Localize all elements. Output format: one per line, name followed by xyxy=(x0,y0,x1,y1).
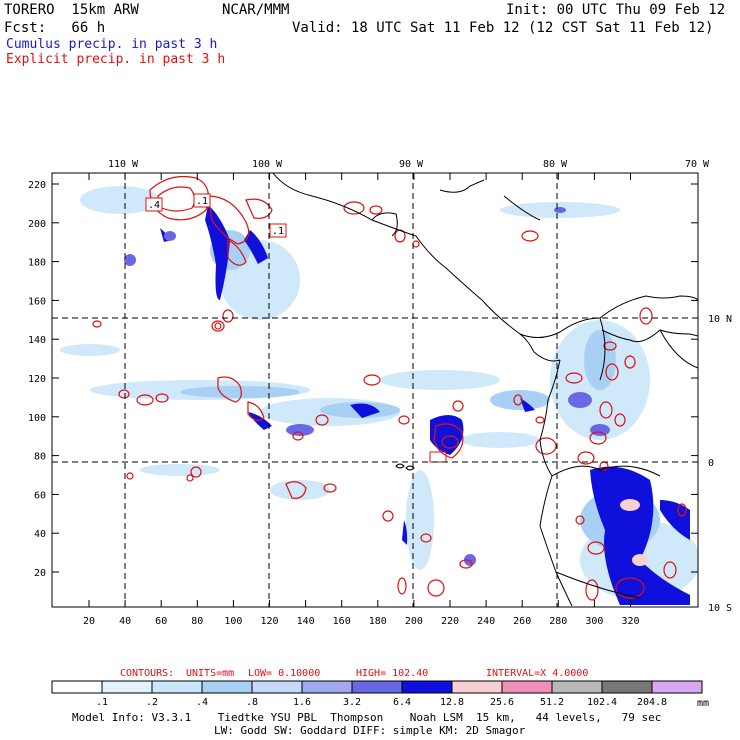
colorbar-label: .1 xyxy=(96,697,108,708)
colorbar-swatch xyxy=(551,680,603,694)
contours-interval: INTERVAL=X 4.0000 xyxy=(486,668,588,679)
coastlines xyxy=(272,173,698,607)
contour-label-3: .1 xyxy=(272,226,284,237)
x-tick-label: 280 xyxy=(549,616,567,627)
contours-units: UNITS=mm xyxy=(186,668,234,679)
precip-field: .4 .1 .1 xyxy=(60,173,698,607)
colorbar-swatch xyxy=(251,680,303,694)
map-frame xyxy=(51,172,699,608)
y-tick-label: 180 xyxy=(28,258,46,269)
x-tick-label: 20 xyxy=(83,616,95,627)
x-tick-label: 60 xyxy=(155,616,167,627)
colorbar-swatch xyxy=(51,680,103,694)
x-tick-label: 200 xyxy=(405,616,423,627)
forecast-hour: Fcst: 66 h xyxy=(4,20,106,36)
y-tick-label: 200 xyxy=(28,219,46,230)
x-tick-label: 120 xyxy=(260,616,278,627)
valid-time: Valid: 18 UTC Sat 11 Feb 12 (12 CST Sat … xyxy=(292,20,714,36)
y-tick-label: 60 xyxy=(34,490,46,501)
y-axis-ticks: 20 40 60 80 100 120 140 160 180 200 220 xyxy=(28,180,698,579)
colorbar-label: .4 xyxy=(196,697,208,708)
contour-label-2: .1 xyxy=(196,196,208,207)
y-tick-label: 100 xyxy=(28,413,46,424)
colorbar-label: 12.8 xyxy=(440,697,464,708)
pink-precip-areas xyxy=(620,499,648,566)
colorbar-label: 51.2 xyxy=(540,697,564,708)
colorbar-swatch xyxy=(651,680,703,694)
x-tick-label: 140 xyxy=(297,616,315,627)
y-tick-label: 160 xyxy=(28,296,46,307)
colorbar-label: 6.4 xyxy=(393,697,411,708)
x-tick-label: 100 xyxy=(224,616,242,627)
model-info: Model Info: V3.3.1 Tiedtke YSU PBL Thomp… xyxy=(72,711,662,724)
y-tick-label: 80 xyxy=(34,452,46,463)
organization-label: NCAR/MMM xyxy=(222,2,290,18)
contours-info: CONTOURS: UNITS=mm LOW= 0.10000 HIGH= 10… xyxy=(120,668,588,679)
longitude-labels: 110 W 100 W 90 W 80 W 70 W xyxy=(108,159,710,170)
colorbar-swatch xyxy=(201,680,253,694)
colorbar-swatch xyxy=(301,680,353,694)
x-tick-label: 220 xyxy=(441,616,459,627)
physics-info: LW: Godd SW: Goddard DIFF: simple KM: 2D… xyxy=(214,724,526,737)
colorbar-swatch xyxy=(151,680,203,694)
colorbar-label: 1.6 xyxy=(293,697,311,708)
lat-label-0: 0 xyxy=(708,458,714,469)
y-tick-label: 140 xyxy=(28,335,46,346)
model-title: TORERO 15km ARW xyxy=(4,2,139,18)
lon-label-110w: 110 W xyxy=(108,159,139,170)
contour-labels: .4 .1 .1 xyxy=(145,193,287,238)
colorbar-swatch xyxy=(601,680,653,694)
colorbar-swatch xyxy=(451,680,503,694)
x-tick-label: 260 xyxy=(513,616,531,627)
colorbar-label: 102.4 xyxy=(587,697,617,708)
colorbar-label: 25.6 xyxy=(490,697,514,708)
latitude-labels: 10 N 0 10 S xyxy=(708,314,732,614)
colorbar-swatch xyxy=(351,680,403,694)
lon-label-80w: 80 W xyxy=(543,159,568,170)
x-tick-label: 180 xyxy=(369,616,387,627)
colorbar-label: 204.8 xyxy=(637,697,667,708)
init-time: Init: 00 UTC Thu 09 Feb 12 xyxy=(506,2,726,18)
colorbar-swatch xyxy=(501,680,553,694)
colorbar-swatch xyxy=(401,680,453,694)
contours-high: HIGH= 102.40 xyxy=(356,668,428,679)
lat-label-10s: 10 S xyxy=(708,603,732,614)
colorbar-swatch xyxy=(101,680,153,694)
x-tick-label: 300 xyxy=(585,616,603,627)
graticule xyxy=(52,173,698,607)
y-tick-label: 220 xyxy=(28,180,46,191)
lon-label-90w: 90 W xyxy=(399,159,424,170)
moderate-cumulus-areas xyxy=(124,207,610,566)
x-tick-label: 80 xyxy=(191,616,203,627)
contours-prefix: CONTOURS: xyxy=(120,668,174,679)
explicit-legend: Explicit precip. in past 3 h xyxy=(6,52,226,67)
colorbar-unit: mm xyxy=(697,698,709,709)
lon-label-70w: 70 W xyxy=(685,159,710,170)
colorbar-label: .2 xyxy=(146,697,158,708)
lon-label-100w: 100 W xyxy=(252,159,283,170)
lat-label-10n: 10 N xyxy=(708,314,732,325)
x-tick-label: 40 xyxy=(119,616,131,627)
heavy-cumulus-areas xyxy=(160,205,690,605)
y-tick-label: 40 xyxy=(34,529,46,540)
x-axis-ticks: 20 40 60 80 100 120 140 160 180 200 220 240 260 280 30… xyxy=(83,173,640,627)
contours-low: LOW= 0.10000 xyxy=(248,668,320,679)
contour-label-1: .4 xyxy=(148,200,160,211)
colorbar-label: 3.2 xyxy=(343,697,361,708)
x-tick-label: 240 xyxy=(477,616,495,627)
y-tick-label: 120 xyxy=(28,374,46,385)
colorbar-label: .8 xyxy=(246,697,258,708)
x-tick-label: 160 xyxy=(333,616,351,627)
y-tick-label: 20 xyxy=(34,568,46,579)
cumulus-legend: Cumulus precip. in past 3 h xyxy=(6,37,218,52)
color-bar: .1 .2 .4 .8 1.6 3.2 6.4 12.8 25.6 51.2 102.4 204.8 xyxy=(51,680,703,708)
x-tick-label: 320 xyxy=(621,616,639,627)
